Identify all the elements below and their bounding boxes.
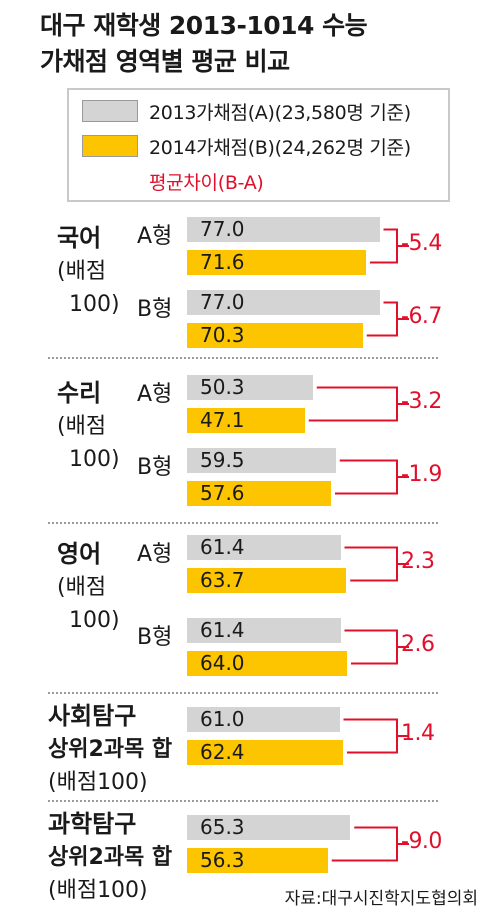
chart-title-line1: 대구 재학생 2013-1014 수능 bbox=[40, 11, 368, 40]
legend: 2013가채점(A)(23,580명 기준) 2014가채점(B)(24,262… bbox=[67, 88, 450, 202]
subject-note: (배점 bbox=[57, 259, 107, 284]
value-label-2014: 70.3 bbox=[200, 323, 245, 347]
bar-2014 bbox=[187, 740, 343, 765]
subject-name: 영어 bbox=[57, 540, 102, 568]
subject-scale: 100) bbox=[69, 292, 120, 317]
subject-label: 수리 (배점 100) bbox=[57, 377, 120, 476]
diff-bracket bbox=[335, 459, 398, 495]
diff-bracket bbox=[344, 546, 398, 582]
value-label-2013: 77.0 bbox=[200, 290, 245, 314]
bar-2014 bbox=[187, 651, 347, 676]
section-divider bbox=[48, 357, 438, 359]
diff-value: -9.0 bbox=[401, 829, 442, 854]
value-label-2014: 64.0 bbox=[200, 651, 245, 675]
exam-type-label: A형 bbox=[137, 542, 173, 567]
value-label-2013: 61.4 bbox=[200, 618, 245, 642]
bar-2013 bbox=[187, 535, 341, 560]
bar-2013 bbox=[187, 217, 380, 242]
legend-swatch-b bbox=[82, 135, 138, 157]
value-label-2014: 47.1 bbox=[200, 408, 245, 432]
subject-name: 사회탐구 bbox=[48, 702, 137, 730]
bar-2014 bbox=[187, 481, 331, 506]
diff-value: -5.4 bbox=[401, 231, 442, 256]
value-label-2013: 50.3 bbox=[200, 375, 245, 399]
value-label-2014: 62.4 bbox=[200, 740, 245, 764]
diff-value: -1.9 bbox=[401, 462, 442, 487]
value-label-2013: 65.3 bbox=[200, 815, 245, 839]
subject-scale: 100) bbox=[69, 608, 120, 633]
section-divider bbox=[48, 692, 438, 694]
value-label-2014: 56.3 bbox=[200, 848, 245, 872]
exam-type-label: B형 bbox=[137, 455, 173, 480]
subject-note: 상위2과목 합 bbox=[48, 845, 173, 870]
value-label-2013: 61.0 bbox=[200, 707, 245, 731]
diff-value: 2.3 bbox=[401, 549, 435, 574]
legend-label-diff: 평균차이(B-A) bbox=[149, 172, 264, 194]
subject-scale: (배점100) bbox=[48, 878, 148, 903]
subject-note: (배점 bbox=[57, 414, 107, 439]
diff-bracket bbox=[343, 718, 398, 754]
diff-value: -6.7 bbox=[401, 304, 442, 329]
bar-2014 bbox=[187, 250, 366, 275]
value-label-2013: 59.5 bbox=[200, 448, 245, 472]
source-note: 자료:대구시진학지도협의회 bbox=[284, 889, 478, 909]
diff-bracket bbox=[308, 386, 398, 422]
diff-bracket bbox=[344, 629, 398, 665]
bar-2014 bbox=[187, 568, 347, 593]
section-divider bbox=[48, 522, 438, 524]
bar-2013 bbox=[187, 375, 313, 400]
chart-title-line2: 가채점 영역별 평균 비교 bbox=[40, 47, 290, 76]
diff-value: 1.4 bbox=[401, 721, 435, 746]
bar-2014 bbox=[187, 848, 328, 873]
legend-label-b: 2014가채점(B)(24,262명 기준) bbox=[149, 137, 411, 159]
bar-2014 bbox=[187, 408, 305, 433]
subject-name: 수리 bbox=[57, 379, 102, 407]
subject-name: 과학탐구 bbox=[48, 810, 137, 838]
value-label-2014: 63.7 bbox=[200, 568, 245, 592]
bar-2013 bbox=[187, 448, 336, 473]
subject-scale: 100) bbox=[69, 447, 120, 472]
legend-swatch-a bbox=[82, 100, 138, 122]
subject-note: (배점 bbox=[57, 575, 107, 600]
legend-label-a: 2013가채점(A)(23,580명 기준) bbox=[149, 102, 411, 124]
value-label-2013: 77.0 bbox=[200, 217, 245, 241]
value-label-2013: 61.4 bbox=[200, 535, 245, 559]
diff-value: -3.2 bbox=[401, 389, 442, 414]
subject-label: 국어 (배점 100) bbox=[57, 222, 120, 321]
subject-scale: (배점100) bbox=[48, 770, 148, 795]
subject-name: 국어 bbox=[57, 224, 102, 252]
subject-label: 영어 (배점 100) bbox=[57, 538, 120, 637]
bar-2013 bbox=[187, 707, 340, 732]
exam-type-label: B형 bbox=[137, 297, 173, 322]
value-label-2014: 57.6 bbox=[200, 481, 245, 505]
section-divider bbox=[48, 800, 438, 802]
bar-2013 bbox=[187, 815, 351, 840]
exam-type-label: A형 bbox=[137, 224, 173, 249]
value-label-2014: 71.6 bbox=[200, 250, 245, 274]
bar-2014 bbox=[187, 323, 363, 348]
exam-type-label: B형 bbox=[137, 625, 173, 650]
diff-value: 2.6 bbox=[401, 632, 435, 657]
bar-2013 bbox=[187, 290, 380, 315]
exam-type-label: A형 bbox=[137, 382, 173, 407]
subject-note: 상위2과목 합 bbox=[48, 737, 173, 762]
bar-2013 bbox=[187, 618, 341, 643]
